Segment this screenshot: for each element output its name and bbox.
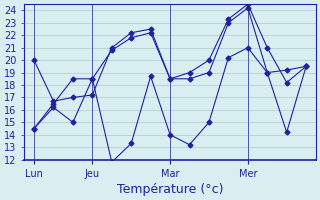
X-axis label: Température (°c): Température (°c) [117,183,223,196]
